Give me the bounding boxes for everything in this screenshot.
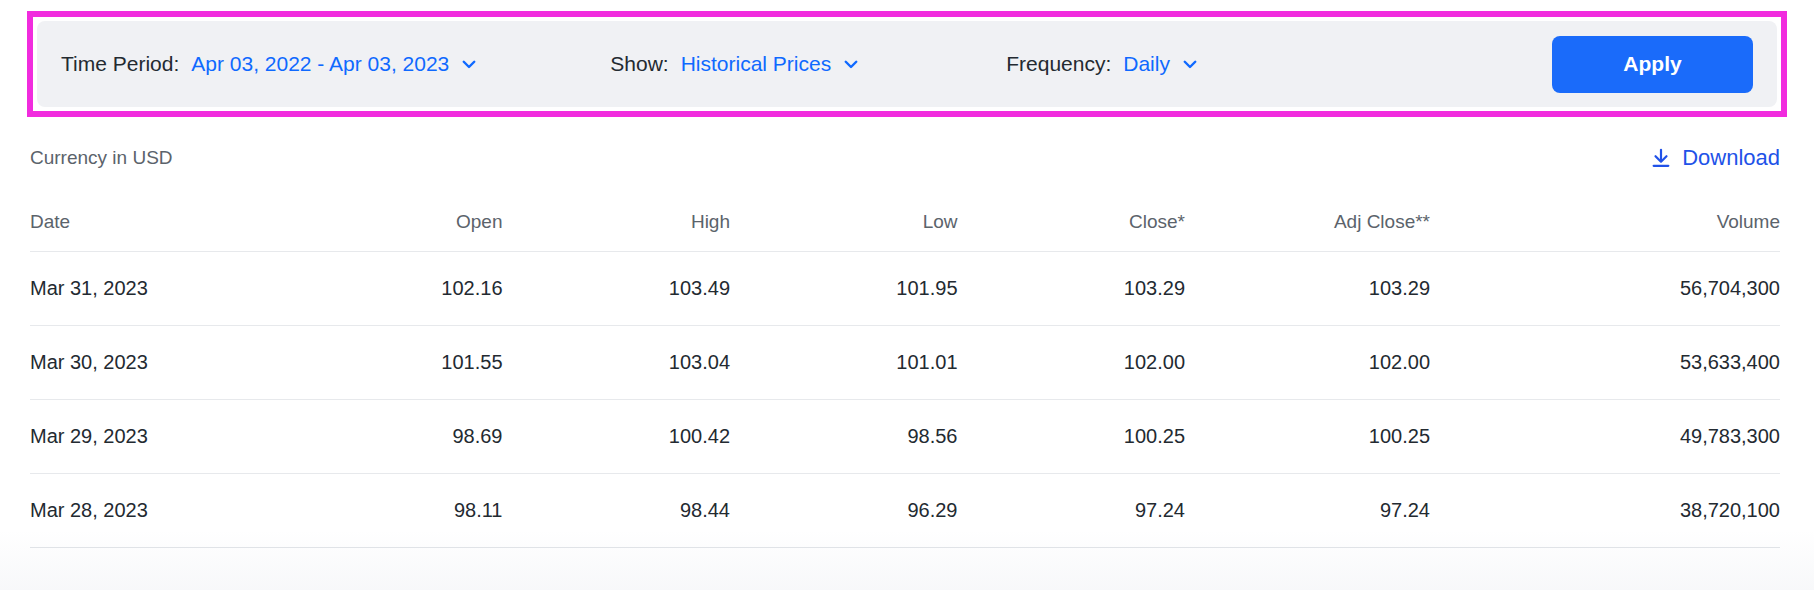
frequency-value: Daily: [1123, 52, 1170, 76]
meta-row: Currency in USD Download: [30, 145, 1780, 171]
cell-open: 101.55: [258, 326, 503, 400]
table-header-row: Date Open High Low Close* Adj Close** Vo…: [30, 203, 1780, 252]
cell-volume: 53,633,400: [1430, 326, 1780, 400]
cell-high: 103.04: [503, 326, 731, 400]
chevron-down-icon: [1181, 55, 1199, 73]
show-label: Show:: [610, 52, 668, 76]
currency-note: Currency in USD: [30, 147, 173, 169]
show-dropdown[interactable]: Historical Prices: [681, 52, 861, 76]
download-label: Download: [1682, 145, 1780, 171]
time-period-label: Time Period:: [61, 52, 179, 76]
cell-high: 98.44: [503, 474, 731, 548]
cell-high: 100.42: [503, 400, 731, 474]
chevron-down-icon: [460, 55, 478, 73]
show-group: Show: Historical Prices: [610, 52, 860, 76]
cell-date: Mar 31, 2023: [30, 252, 258, 326]
chevron-down-icon: [842, 55, 860, 73]
table-row: Mar 28, 2023 98.11 98.44 96.29 97.24 97.…: [30, 474, 1780, 548]
apply-button[interactable]: Apply: [1552, 36, 1753, 93]
column-header-high: High: [503, 203, 731, 252]
cell-high: 103.49: [503, 252, 731, 326]
show-value: Historical Prices: [681, 52, 832, 76]
download-link[interactable]: Download: [1650, 145, 1780, 171]
cell-low: 98.56: [730, 400, 958, 474]
cell-close: 102.00: [958, 326, 1186, 400]
time-period-group: Time Period: Apr 03, 2022 - Apr 03, 2023: [61, 52, 478, 76]
time-period-dropdown[interactable]: Apr 03, 2022 - Apr 03, 2023: [191, 52, 478, 76]
cell-volume: 49,783,300: [1430, 400, 1780, 474]
cell-date: Mar 30, 2023: [30, 326, 258, 400]
cell-open: 102.16: [258, 252, 503, 326]
cell-open: 98.11: [258, 474, 503, 548]
cell-volume: 56,704,300: [1430, 252, 1780, 326]
cell-date: Mar 28, 2023: [30, 474, 258, 548]
frequency-label: Frequency:: [1006, 52, 1111, 76]
column-header-volume: Volume: [1430, 203, 1780, 252]
cell-open: 98.69: [258, 400, 503, 474]
column-header-date: Date: [30, 203, 258, 252]
frequency-dropdown[interactable]: Daily: [1123, 52, 1199, 76]
column-header-adj-close: Adj Close**: [1185, 203, 1430, 252]
cell-low: 101.01: [730, 326, 958, 400]
filter-toolbar-highlight: Time Period: Apr 03, 2022 - Apr 03, 2023…: [27, 11, 1787, 117]
cell-adj-close: 103.29: [1185, 252, 1430, 326]
column-header-open: Open: [258, 203, 503, 252]
column-header-low: Low: [730, 203, 958, 252]
download-icon: [1650, 147, 1672, 169]
cell-close: 97.24: [958, 474, 1186, 548]
filter-toolbar: Time Period: Apr 03, 2022 - Apr 03, 2023…: [37, 21, 1777, 107]
column-header-close: Close*: [958, 203, 1186, 252]
historical-prices-section: Currency in USD Download Date Open High …: [30, 117, 1780, 548]
cell-low: 96.29: [730, 474, 958, 548]
cell-adj-close: 102.00: [1185, 326, 1430, 400]
cell-low: 101.95: [730, 252, 958, 326]
historical-prices-table: Date Open High Low Close* Adj Close** Vo…: [30, 203, 1780, 548]
cell-close: 100.25: [958, 400, 1186, 474]
cell-adj-close: 100.25: [1185, 400, 1430, 474]
cell-date: Mar 29, 2023: [30, 400, 258, 474]
table-row: Mar 29, 2023 98.69 100.42 98.56 100.25 1…: [30, 400, 1780, 474]
cell-volume: 38,720,100: [1430, 474, 1780, 548]
frequency-group: Frequency: Daily: [1006, 52, 1199, 76]
table-row: Mar 30, 2023 101.55 103.04 101.01 102.00…: [30, 326, 1780, 400]
table-row: Mar 31, 2023 102.16 103.49 101.95 103.29…: [30, 252, 1780, 326]
cell-close: 103.29: [958, 252, 1186, 326]
time-period-value: Apr 03, 2022 - Apr 03, 2023: [191, 52, 449, 76]
cell-adj-close: 97.24: [1185, 474, 1430, 548]
